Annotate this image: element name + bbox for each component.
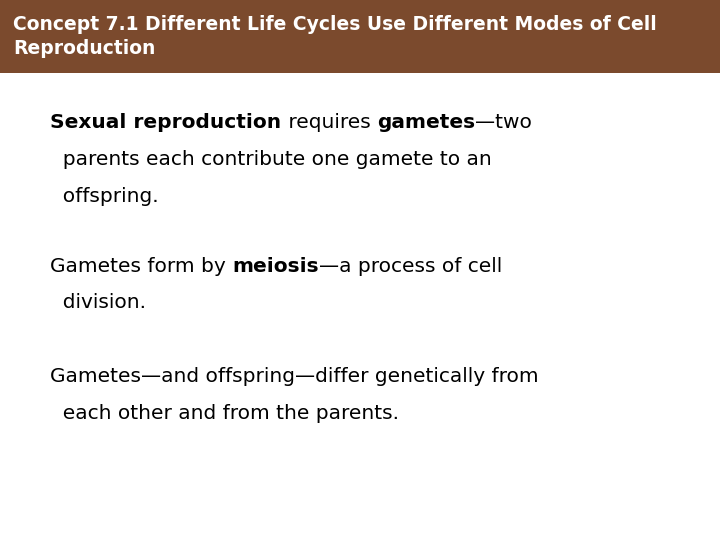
Text: Sexual reproduction: Sexual reproduction <box>50 113 282 132</box>
Text: —two: —two <box>474 113 531 132</box>
Text: parents each contribute one gamete to an: parents each contribute one gamete to an <box>50 150 492 169</box>
Text: Gametes—and offspring—differ genetically from: Gametes—and offspring—differ genetically… <box>50 367 539 386</box>
Text: Gametes form by: Gametes form by <box>50 256 233 275</box>
Text: offspring.: offspring. <box>50 187 159 206</box>
Text: Concept 7.1 Different Life Cycles Use Different Modes of Cell
Reproduction: Concept 7.1 Different Life Cycles Use Di… <box>13 15 657 58</box>
Text: division.: division. <box>50 293 146 312</box>
Text: each other and from the parents.: each other and from the parents. <box>50 404 400 423</box>
Text: —a process of cell: —a process of cell <box>319 256 503 275</box>
Text: meiosis: meiosis <box>233 256 319 275</box>
Text: gametes: gametes <box>377 113 474 132</box>
Text: requires: requires <box>282 113 377 132</box>
Bar <box>0 0 720 73</box>
